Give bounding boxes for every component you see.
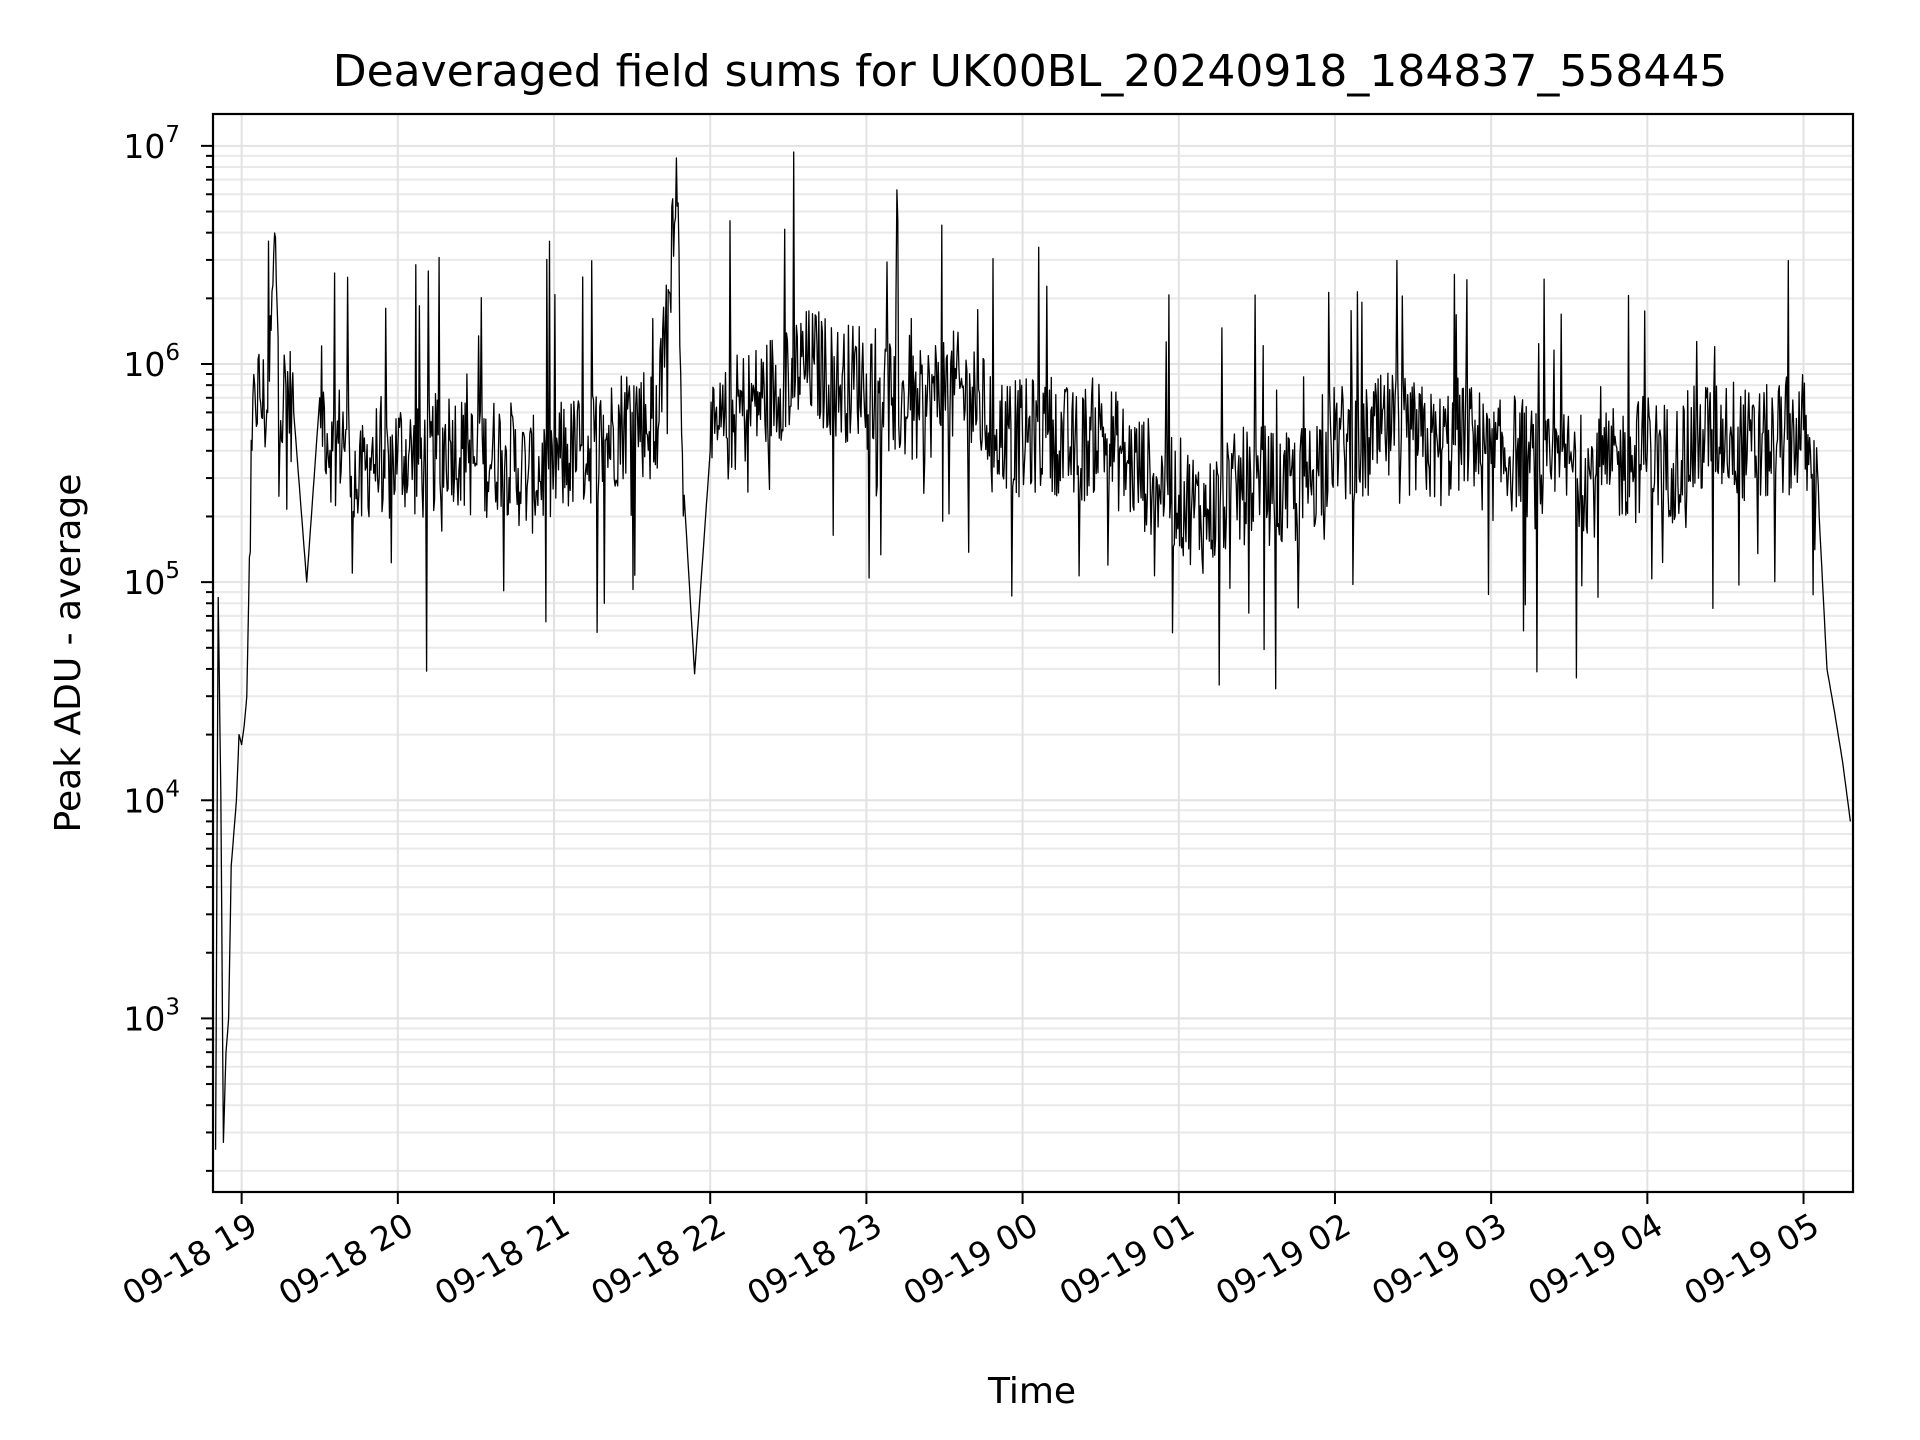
minor-grid — [213, 154, 1853, 1172]
y-axis: 103 104 105 106 107 — [123, 122, 213, 1172]
x-axis-label: Time — [987, 1371, 1076, 1412]
chart-title: Deaveraged field sums for UK00BL_2024091… — [333, 46, 1728, 97]
major-grid — [213, 114, 1853, 1192]
series-layer — [214, 151, 1852, 1150]
series-line — [214, 151, 1852, 1150]
y-tick-label: 105 — [123, 558, 180, 602]
y-axis-label: Peak ADU - average — [48, 474, 89, 833]
y-tick-label: 103 — [123, 994, 180, 1038]
y-tick-label: 104 — [123, 776, 180, 820]
y-tick-label: 107 — [123, 122, 180, 166]
plot-frame — [211, 112, 1855, 1194]
y-tick-label: 106 — [123, 340, 180, 384]
